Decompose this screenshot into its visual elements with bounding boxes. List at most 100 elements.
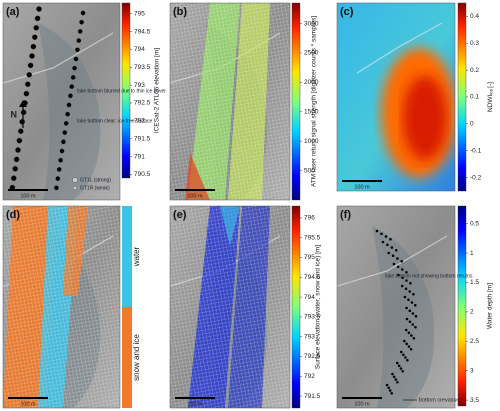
panel-label: (d) [6,209,20,221]
depth-point [401,369,405,373]
image [3,206,120,408]
colorbar-tick-label: 1500 [304,109,319,116]
annotation: lake bottom not showing bottom returns [385,273,473,279]
label-unit: [-] [487,82,494,88]
depth-point [411,312,415,315]
colorbar-tick-label: 792.5 [304,353,321,360]
panel: (a) 100 m 795 794.5 794 793.5 793 792.5 792 791.5… [2,2,166,201]
scalebar-label: 100 m [187,193,203,199]
crack [3,32,114,84]
label-sub: ice [489,88,494,94]
high-return [185,153,210,200]
gt1l-point [13,156,20,163]
depth-point [412,336,416,340]
depth-point [408,320,412,324]
panel-label: (e) [173,209,187,221]
gt1r-point [76,38,82,43]
gt1l-point [34,15,41,22]
annotation: lake bottom clear: ice-free surface [77,118,153,124]
image-frame [169,205,291,409]
colorbar-tick-label: 795 [134,10,145,17]
depth-point [405,279,408,282]
ndwi-core [403,76,447,160]
colorbar-tick-label: 794 [134,46,145,53]
depth-point [405,270,408,274]
gt1l-point [29,53,35,59]
gt1r-point [72,65,77,71]
gt1l-point [12,166,18,172]
colorbar-tick-label: 792 [134,118,145,125]
image-frame [2,2,121,201]
depth-point [385,383,389,387]
depth-point [402,339,406,343]
depth-point [405,306,408,310]
depth-point [408,309,412,313]
gt1r-point [73,56,79,62]
depth-point [408,290,412,293]
colorbar-tick-label: 0.5 [470,220,479,227]
legend-label: GT1R (weak) [80,185,110,191]
depth-point [396,257,399,260]
depth-point [391,372,394,376]
image [3,3,120,200]
colorbar [121,2,131,179]
gt1r-point [54,185,59,191]
colorbar-tick-label: 794.5 [134,28,151,35]
colorbar-tick-label: 1 [470,250,474,257]
depth-point [409,281,412,285]
scalebar-label: 100 m [354,184,370,190]
class-swatch [122,307,132,408]
legend-marker [72,177,78,183]
depth-point [392,262,396,266]
swath-mesh [3,206,120,408]
gt1r-point [69,84,75,89]
colorbar-tick-label: 793 [134,82,145,89]
depth-point [407,298,410,302]
colorbar-tick-label: 0.3 [470,40,479,47]
depth-point [406,358,409,362]
image [170,3,290,200]
panel-label: (b) [173,6,187,18]
depth-point [405,342,408,346]
gt1r-point [65,111,70,117]
depth-point [404,287,408,291]
gt1l-point [26,72,32,78]
colorbar [291,2,301,201]
panel-label: (a) [6,6,20,18]
panel: (e) 100 m 796 795.5 795 794.5 794 793.5 793 792.5… [169,205,322,409]
depth-point [396,265,400,269]
scalebar-label: 100 m [187,401,203,407]
depth-point [397,364,401,368]
colorbar-tick-label: 793 [304,333,315,340]
gt1r-point [80,10,86,16]
depth-point [396,380,399,384]
panel: (d) 100 m water snow and ice [2,205,141,409]
colorbar [457,2,467,192]
image [337,206,455,408]
gt1l-point [19,119,25,125]
depth-point [405,317,409,321]
gt1r-point [58,157,63,163]
label-main: NDWI [487,94,494,112]
gt1r-point [63,121,69,126]
panel-label: (f) [340,209,351,221]
depth-point [397,273,400,277]
class-swatch [122,206,132,307]
image [170,206,290,408]
colorbar-tick-label: 1000 [304,138,319,145]
colorbar-tick-label: 792 [304,373,315,380]
image-frame [2,205,121,409]
swath-mesh [170,3,290,200]
gt1l-point [27,62,34,69]
depth-point [386,243,389,247]
gt1r-point [68,93,73,99]
gt1r-point [70,75,76,80]
colorbar-tick-label: 793.5 [134,64,151,71]
colorbar-label: NDWIice[-] [487,82,494,112]
depth-point [411,323,415,326]
north-head [19,100,27,107]
depth-point [390,391,394,395]
depth-point [381,240,385,244]
depth-point [390,246,394,249]
